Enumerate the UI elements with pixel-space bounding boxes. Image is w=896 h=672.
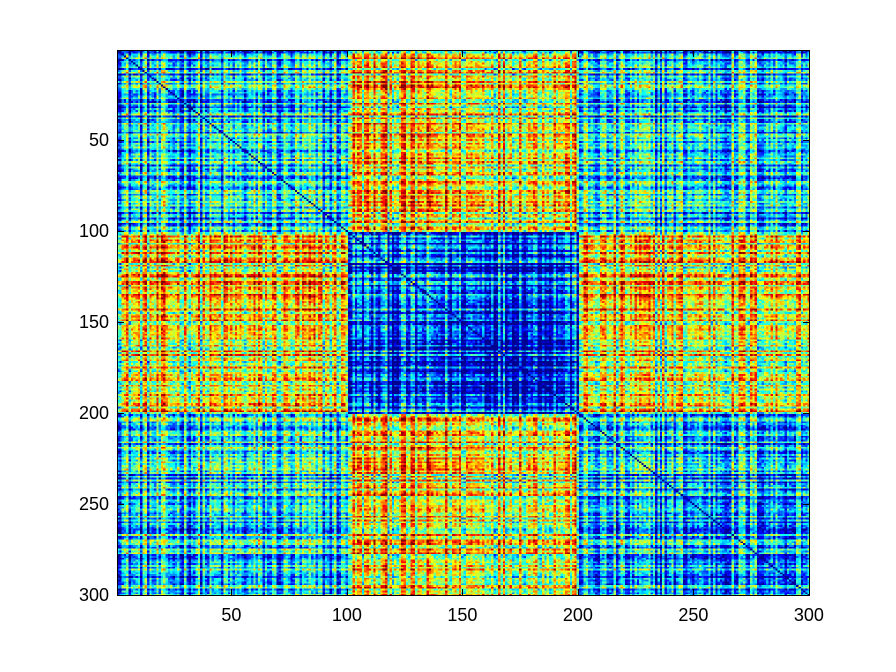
y-tick-label: 100	[79, 221, 109, 241]
x-tick-label: 100	[332, 605, 362, 625]
x-tick-label: 50	[221, 605, 241, 625]
x-tick-label: 250	[678, 605, 708, 625]
y-axis: 50 100 150 200 250 300	[79, 130, 810, 605]
x-tick-label: 150	[447, 605, 477, 625]
x-tick-label: 300	[794, 605, 824, 625]
x-tick-label: 200	[563, 605, 593, 625]
y-tick-label: 250	[79, 494, 109, 514]
x-axis: 50 100 150 200 250 300	[221, 50, 824, 625]
heatmap-image	[117, 50, 810, 596]
y-tick-label: 300	[79, 585, 109, 605]
axes-box	[117, 50, 810, 596]
y-tick-label: 150	[79, 312, 109, 332]
y-tick-label: 50	[89, 130, 109, 150]
y-tick-label: 200	[79, 403, 109, 423]
